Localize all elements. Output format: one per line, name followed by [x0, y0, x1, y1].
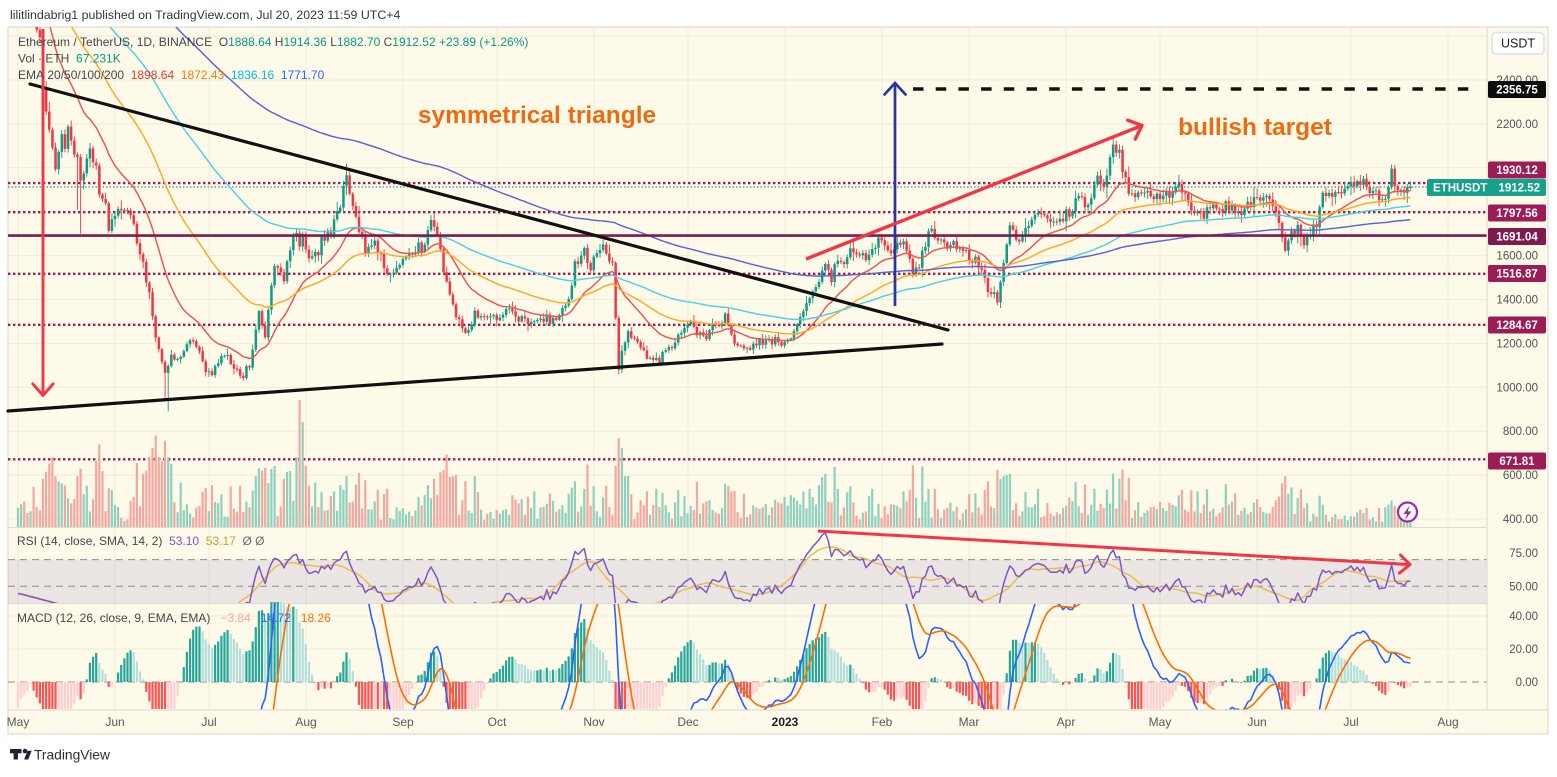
svg-text:Dec: Dec — [677, 715, 698, 729]
svg-text:lilitlindabrig1 published on T: lilitlindabrig1 published on TradingView… — [10, 8, 401, 22]
svg-text:ETHUSDT: ETHUSDT — [1433, 183, 1487, 195]
svg-text:1600.00: 1600.00 — [1496, 251, 1538, 263]
svg-text:1200.00: 1200.00 — [1496, 338, 1538, 350]
svg-text:1516.87: 1516.87 — [1496, 269, 1538, 281]
svg-text:0.00: 0.00 — [1516, 677, 1538, 689]
svg-text:symmetrical triangle: symmetrical triangle — [418, 102, 656, 129]
svg-text:Mar: Mar — [959, 715, 980, 729]
svg-text:1691.04: 1691.04 — [1496, 232, 1538, 244]
svg-text:2356.75: 2356.75 — [1496, 85, 1538, 97]
svg-text:Jun: Jun — [105, 715, 124, 729]
svg-text:RSI (14, close, SMA, 14, 2) 5: RSI (14, close, SMA, 14, 2) 53.10 53.17 … — [17, 534, 264, 548]
svg-text:1797.56: 1797.56 — [1496, 208, 1538, 220]
svg-text:Aug: Aug — [1437, 715, 1458, 729]
svg-text:Ethereum / TetherUS, 1D, BINAN: Ethereum / TetherUS, 1D, BINANCE O1888.6… — [18, 35, 528, 49]
svg-text:671.81: 671.81 — [1499, 456, 1535, 468]
svg-text:1930.12: 1930.12 — [1496, 165, 1538, 177]
svg-text:MACD (12, 26, close, 9, EMA, E: MACD (12, 26, close, 9, EMA, EMA) −3.84 … — [17, 611, 331, 625]
svg-text:Vol · ETH 67.231K: Vol · ETH 67.231K — [18, 52, 121, 66]
svg-text:Oct: Oct — [488, 715, 507, 729]
svg-text:400.00: 400.00 — [1503, 514, 1538, 526]
svg-text:Jun: Jun — [1247, 715, 1266, 729]
svg-text:1400.00: 1400.00 — [1496, 295, 1538, 307]
svg-text:600.00: 600.00 — [1503, 470, 1538, 482]
svg-text:75.00: 75.00 — [1509, 548, 1538, 560]
svg-text:Jul: Jul — [201, 715, 216, 729]
svg-text:40.00: 40.00 — [1509, 611, 1538, 623]
svg-text:Apr: Apr — [1057, 715, 1076, 729]
svg-text:May: May — [1149, 715, 1172, 729]
svg-text:1284.67: 1284.67 — [1496, 320, 1538, 332]
svg-text:2200.00: 2200.00 — [1496, 119, 1538, 131]
svg-text:EMA 20/50/100/200 1898.64 18: EMA 20/50/100/200 1898.64 1872.43 1836.1… — [18, 68, 325, 82]
svg-text:TradingView: TradingView — [34, 748, 110, 763]
svg-text:USDT: USDT — [1501, 37, 1535, 51]
svg-text:800.00: 800.00 — [1503, 426, 1538, 438]
svg-text:Nov: Nov — [583, 715, 604, 729]
svg-text:Aug: Aug — [295, 715, 316, 729]
svg-text:May: May — [7, 715, 30, 729]
svg-text:bullish target: bullish target — [1178, 114, 1332, 141]
svg-text:50.00: 50.00 — [1509, 581, 1538, 593]
svg-text:Sep: Sep — [392, 715, 414, 729]
svg-text:Jul: Jul — [1343, 715, 1358, 729]
svg-text:1912.52: 1912.52 — [1498, 183, 1540, 195]
svg-text:Feb: Feb — [872, 715, 893, 729]
svg-text:1000.00: 1000.00 — [1496, 382, 1538, 394]
svg-text:20.00: 20.00 — [1509, 644, 1538, 656]
svg-text:2023: 2023 — [772, 715, 799, 729]
